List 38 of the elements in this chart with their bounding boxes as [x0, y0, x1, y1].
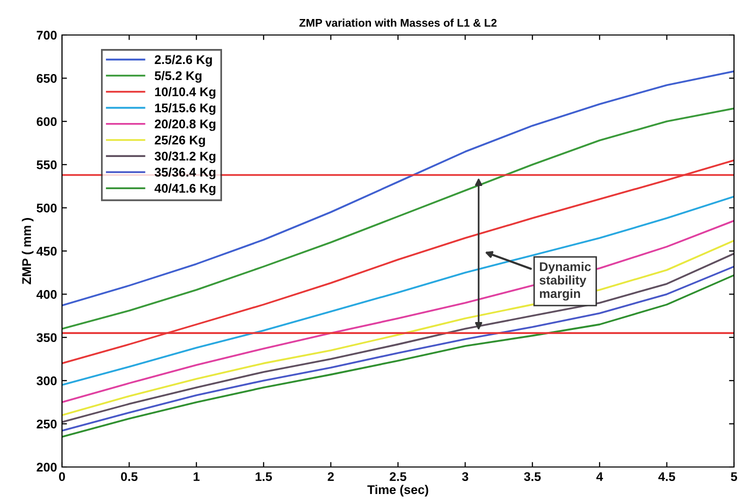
line-series: [62, 70, 734, 306]
legend-label: 2.5/2.6 Kg: [154, 54, 212, 67]
chart-title: ZMP variation with Masses of L1 & L2: [299, 18, 497, 27]
annotation: Dynamic stability margin: [540, 262, 591, 301]
x-tick-label: 1: [194, 472, 200, 481]
y-tick-label: 300: [36, 376, 57, 386]
x-tick-label: 4: [596, 472, 604, 481]
legend-label: 15/15.6 Kg: [155, 103, 216, 115]
legend-label: 10/10.4 Kg: [155, 87, 216, 99]
y-tick-label: 600: [36, 117, 57, 126]
legend-label: 30/31.2 Kg: [154, 151, 216, 164]
y-tick-label: 200: [36, 462, 57, 472]
x-tick-label: 3: [462, 472, 468, 482]
y-tick-label: 250: [36, 420, 57, 428]
y-axis-title: ZMP ( mm ): [22, 218, 34, 284]
y-tick-label: 350: [36, 333, 57, 342]
x-tick-label: 2: [328, 472, 334, 481]
y-tick-label: 500: [36, 204, 57, 212]
x-tick-label: 5: [730, 472, 738, 482]
y-tick-label: 450: [36, 246, 57, 256]
legend-label: 5/5.2 Kg: [154, 70, 202, 83]
x-tick-label: 3.5: [524, 472, 541, 482]
x-tick-label: 4.5: [658, 472, 676, 482]
x-tick-label: 2.5: [390, 472, 406, 482]
x-tick-label: 0.5: [121, 472, 138, 482]
x-tick-label: 1.5: [256, 472, 272, 482]
x-axis-title: Time (sec): [367, 484, 428, 497]
line-series: [62, 220, 734, 404]
y-tick-label: 400: [36, 290, 57, 299]
y-tick-label: 700: [36, 30, 57, 40]
legend-label: 35/36.4 Kg: [154, 167, 216, 180]
line-series: [62, 196, 734, 386]
legend-label: 20/20.8 Kg: [154, 119, 216, 131]
y-tick-label: 650: [36, 74, 57, 83]
legend-label: 40/41.6 Kg: [154, 184, 216, 196]
legend-label: 25/26 Kg: [154, 135, 205, 148]
y-tick-label: 550: [36, 160, 57, 170]
x-tick-label: 0: [59, 472, 65, 482]
